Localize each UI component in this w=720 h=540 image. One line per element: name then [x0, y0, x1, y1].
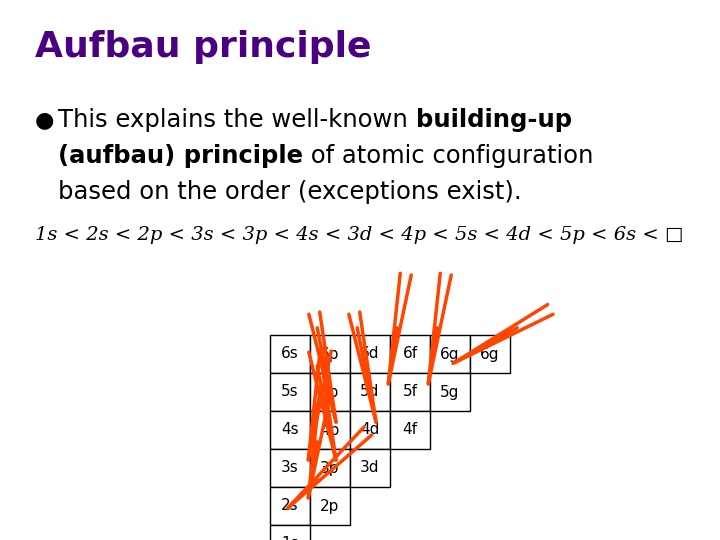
- Text: 6p: 6p: [320, 347, 340, 361]
- Bar: [270, 449, 310, 487]
- Bar: [310, 487, 350, 525]
- Text: Aufbau principle: Aufbau principle: [35, 30, 372, 64]
- Bar: [430, 373, 470, 411]
- Text: ●: ●: [35, 110, 55, 130]
- Bar: [310, 335, 350, 373]
- Text: (aufbau) principle: (aufbau) principle: [58, 144, 303, 168]
- Bar: [430, 335, 470, 373]
- Text: 5s: 5s: [282, 384, 299, 400]
- Text: 1s < 2s < 2p < 3s < 3p < 4s < 3d < 4p < 5s < 4d < 5p < 6s < □: 1s < 2s < 2p < 3s < 3p < 4s < 3d < 4p < …: [35, 226, 683, 244]
- Bar: [270, 525, 310, 540]
- Text: This explains the well-known: This explains the well-known: [58, 108, 415, 132]
- Text: 2s: 2s: [282, 498, 299, 514]
- Text: 4f: 4f: [402, 422, 418, 437]
- Text: 6f: 6f: [402, 347, 418, 361]
- Bar: [310, 373, 350, 411]
- Bar: [270, 335, 310, 373]
- Text: 4p: 4p: [320, 422, 340, 437]
- Bar: [350, 449, 390, 487]
- Text: 5p: 5p: [320, 384, 340, 400]
- Bar: [270, 373, 310, 411]
- Text: 3s: 3s: [281, 461, 299, 476]
- Bar: [350, 335, 390, 373]
- Bar: [270, 487, 310, 525]
- Text: of atomic configuration: of atomic configuration: [303, 144, 593, 168]
- Bar: [310, 449, 350, 487]
- Text: 5f: 5f: [402, 384, 418, 400]
- Text: 3d: 3d: [360, 461, 379, 476]
- Text: based on the order (exceptions exist).: based on the order (exceptions exist).: [58, 180, 521, 204]
- Text: 6g: 6g: [440, 347, 460, 361]
- Text: 4d: 4d: [360, 422, 379, 437]
- Text: 6d: 6d: [360, 347, 379, 361]
- Text: 4s: 4s: [282, 422, 299, 437]
- Text: 3p: 3p: [320, 461, 340, 476]
- Text: building-up: building-up: [415, 108, 572, 132]
- Bar: [310, 411, 350, 449]
- Bar: [350, 373, 390, 411]
- Bar: [390, 411, 430, 449]
- Bar: [390, 373, 430, 411]
- Text: 5d: 5d: [360, 384, 379, 400]
- Text: 6g: 6g: [480, 347, 500, 361]
- Bar: [270, 411, 310, 449]
- Text: 5g: 5g: [441, 384, 459, 400]
- Bar: [470, 335, 510, 373]
- Text: 6s: 6s: [281, 347, 299, 361]
- Text: 1s: 1s: [282, 537, 299, 540]
- Bar: [390, 335, 430, 373]
- Text: 2p: 2p: [320, 498, 340, 514]
- Bar: [350, 411, 390, 449]
